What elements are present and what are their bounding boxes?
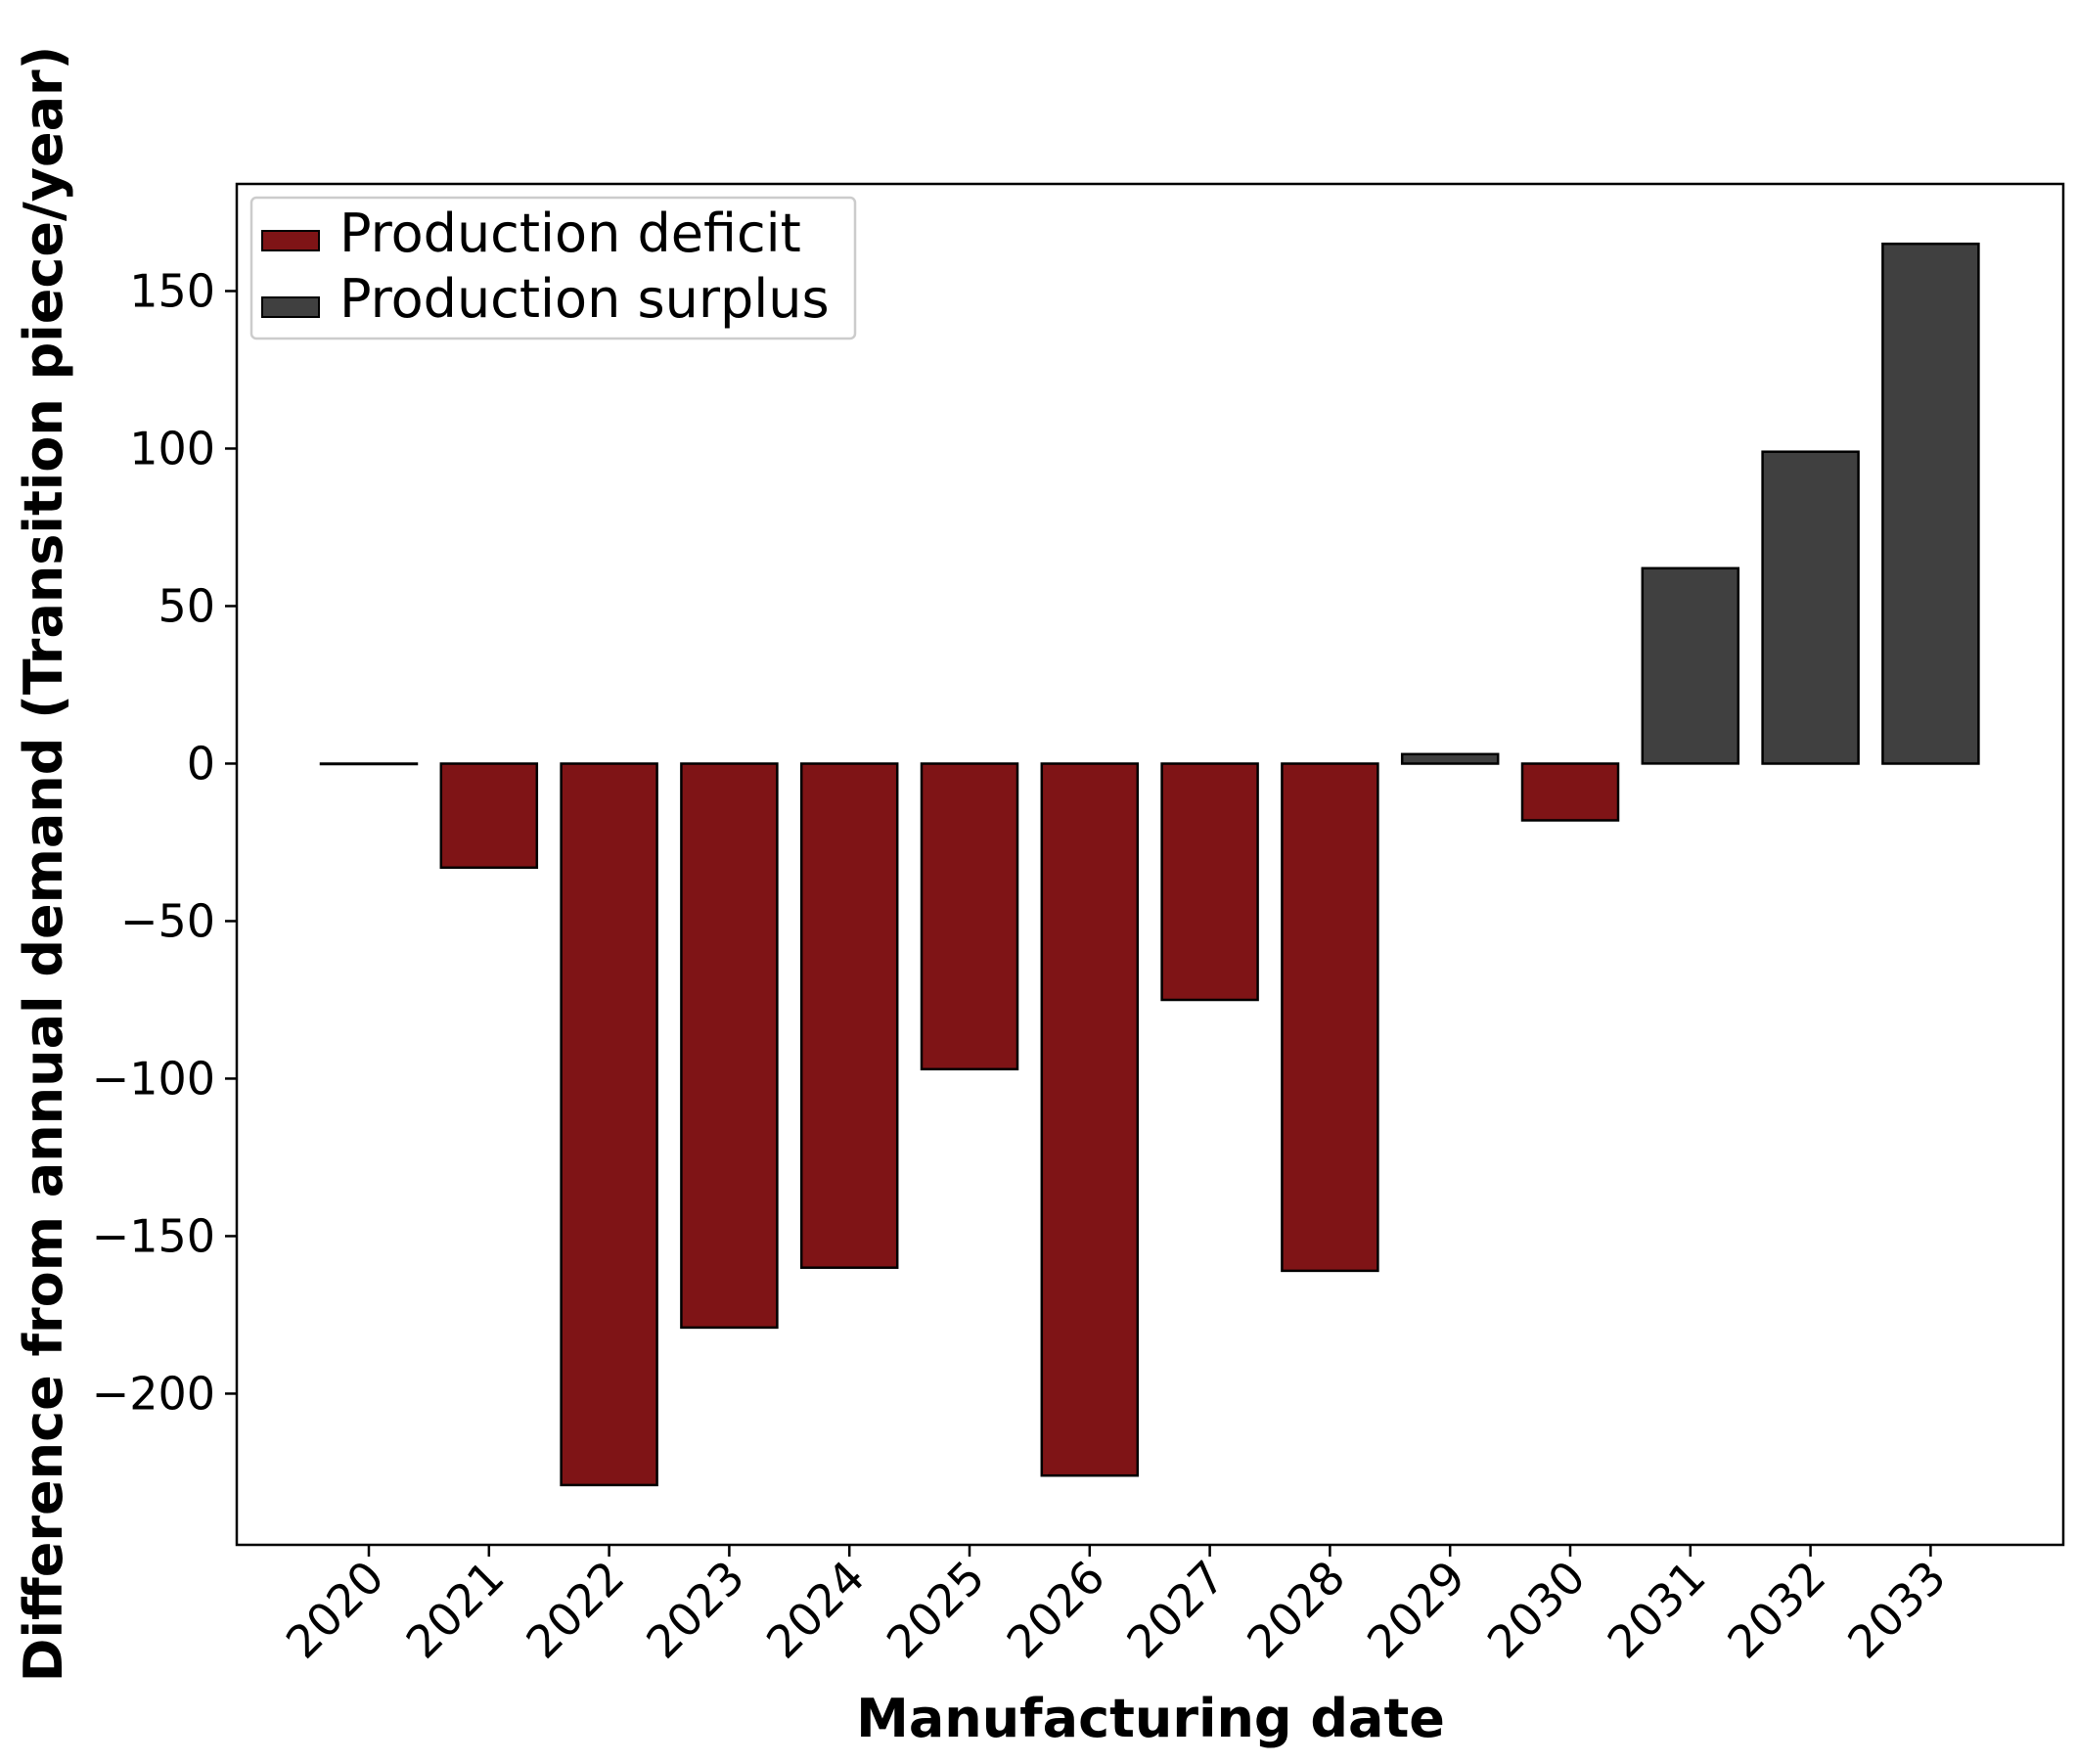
x-tick-label: 2024	[756, 1551, 875, 1669]
y-tick-label: −200	[92, 1367, 215, 1420]
x-axis: 2020 2021 2022 2023 2024 2025 2026 2027 2028 2029…	[276, 1545, 1956, 1669]
x-tick-label: 2026	[997, 1551, 1115, 1669]
y-tick-label: 150	[129, 264, 215, 317]
bar-2032	[1761, 450, 1860, 765]
x-tick-label: 2021	[396, 1551, 515, 1669]
x-tick-label: 2020	[276, 1551, 394, 1669]
y-tick-label: 50	[158, 579, 215, 632]
legend-label-deficit: Production deficit	[339, 203, 801, 264]
y-tick-label: 100	[129, 422, 215, 475]
y-tick-label: −50	[120, 894, 215, 947]
x-axis-title: Manufacturing date	[856, 1688, 1445, 1749]
bar-2021	[439, 762, 539, 870]
x-tick-label: 2027	[1116, 1551, 1235, 1669]
x-tick-label: 2022	[516, 1551, 634, 1669]
x-tick-label: 2028	[1237, 1551, 1355, 1669]
y-tick-label: −150	[92, 1209, 215, 1262]
legend-label-surplus: Production surplus	[339, 268, 830, 330]
x-tick-label: 2023	[636, 1551, 754, 1669]
legend-swatch-deficit	[261, 230, 320, 251]
bar-2028	[1281, 762, 1379, 1273]
bar-2022	[560, 762, 658, 1487]
bars-layer	[319, 242, 1980, 1487]
y-axis-title: Difference from annual demand (Transitio…	[13, 46, 74, 1683]
bar-2027	[1160, 762, 1259, 1002]
bar-2031	[1641, 566, 1740, 765]
plot-frame	[235, 182, 2065, 1547]
bar-2024	[799, 762, 899, 1269]
y-tick-label: −100	[92, 1052, 215, 1105]
x-tick-label: 2030	[1477, 1551, 1596, 1669]
x-tick-label: 2031	[1598, 1551, 1716, 1669]
bar-2020	[319, 762, 419, 766]
bar-2033	[1881, 242, 1980, 765]
legend: Production deficit Production surplus	[249, 196, 857, 340]
bar-2025	[920, 762, 1019, 1071]
bar-2030	[1520, 762, 1620, 822]
x-tick-label: 2033	[1837, 1551, 1956, 1669]
x-tick-label: 2025	[877, 1551, 995, 1669]
x-tick-label: 2029	[1357, 1551, 1475, 1669]
bar-2029	[1400, 752, 1500, 765]
bar-2023	[680, 762, 779, 1330]
legend-swatch-surplus	[261, 296, 320, 318]
y-axis: −200 −150 −100 −50 0 50 100 150	[92, 264, 237, 1420]
legend-frame	[249, 196, 857, 340]
bar-2026	[1040, 762, 1140, 1477]
x-tick-label: 2032	[1717, 1551, 1835, 1669]
y-tick-label: 0	[187, 737, 215, 790]
